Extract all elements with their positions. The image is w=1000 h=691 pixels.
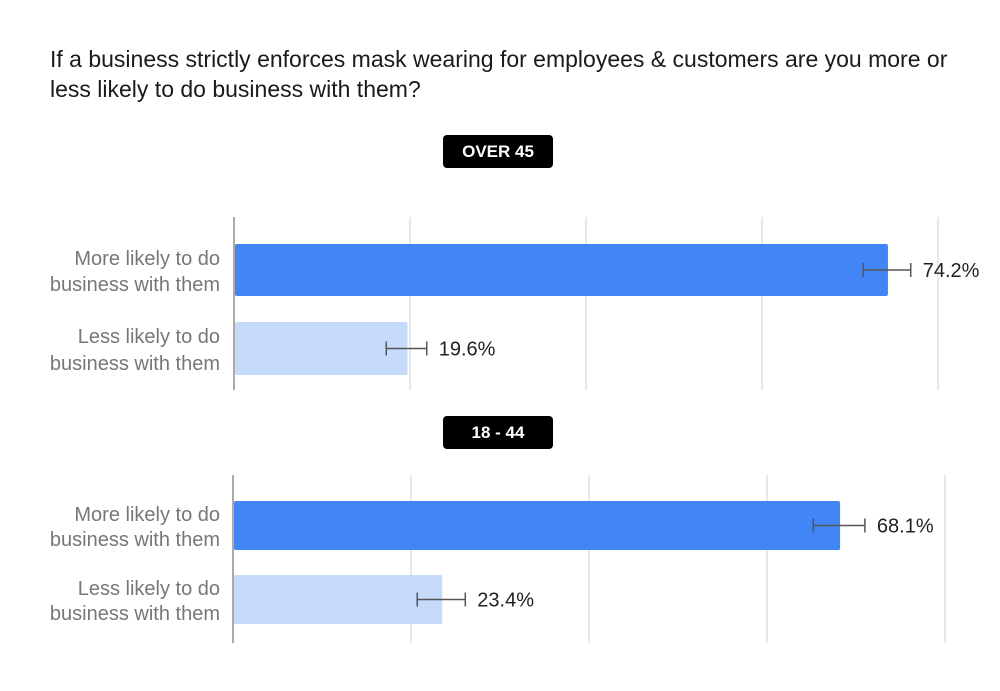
data-label-over-45-more-likely: 74.2% — [923, 260, 980, 282]
category-label-over-45-more-likely-line-1: More likely to do — [74, 248, 220, 270]
data-label-18-44-more-likely: 68.1% — [877, 516, 934, 538]
bar-18-44-less-likely — [234, 575, 443, 624]
data-label-18-44-less-likely: 23.4% — [477, 590, 534, 612]
chart-title: If a business strictly enforces mask wea… — [50, 46, 948, 102]
category-label-over-45-less-likely-line-1: Less likely to do — [78, 326, 220, 348]
category-label-18-44-more-likely-line-1: More likely to do — [74, 504, 220, 526]
bar-18-44-more-likely — [234, 501, 841, 550]
bar-over-45-less-likely — [235, 322, 408, 375]
category-label-over-45-less-likely-line-2: business with them — [50, 353, 220, 375]
category-label-over-45-more-likely-line-2: business with them — [50, 274, 220, 296]
bar-over-45-more-likely — [235, 244, 888, 296]
category-label-18-44-less-likely-line-1: Less likely to do — [78, 578, 220, 600]
group-badge-18-44: 18 - 44 — [443, 416, 553, 449]
group-badge-over-45: OVER 45 — [443, 135, 553, 168]
category-label-18-44-more-likely-line-2: business with them — [50, 529, 220, 551]
data-label-over-45-less-likely: 19.6% — [439, 339, 496, 361]
category-label-18-44-less-likely-line-2: business with them — [50, 603, 220, 625]
